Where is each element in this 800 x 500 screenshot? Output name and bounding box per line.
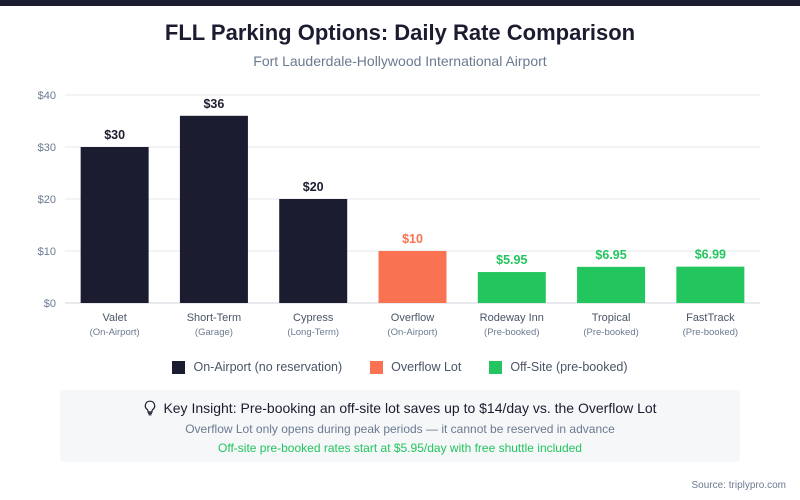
insight-title-row: Key Insight: Pre-booking an off-site lot…	[60, 400, 740, 416]
y-tick-label: $20	[38, 194, 56, 206]
data-label: $20	[303, 180, 324, 194]
bar	[279, 199, 348, 303]
x-tick-label: Rodeway Inn	[480, 312, 544, 324]
x-tick-label: Valet	[103, 312, 127, 324]
bar	[577, 266, 646, 303]
legend-item-on-airport: On-Airport (no reservation)	[172, 360, 342, 374]
data-label: $36	[203, 97, 224, 111]
y-tick-label: $30	[38, 142, 56, 154]
data-label: $10	[402, 232, 423, 246]
x-tick-sublabel: (Pre-booked)	[683, 327, 738, 338]
x-tick-sublabel: (On-Airport)	[90, 327, 140, 338]
insight-box: Key Insight: Pre-booking an off-site lot…	[60, 390, 740, 462]
bar	[80, 147, 149, 303]
x-tick-label: Overflow	[391, 312, 434, 324]
legend-item-off-site: Off-Site (pre-booked)	[489, 360, 628, 374]
insight-overflow-note: Overflow Lot only opens during peak peri…	[185, 422, 615, 436]
legend: On-Airport (no reservation) Overflow Lot…	[0, 360, 800, 374]
y-tick-label: $10	[38, 246, 56, 258]
data-label: $6.95	[595, 248, 626, 262]
legend-label-on-airport: On-Airport (no reservation)	[193, 360, 343, 374]
x-tick-label: Tropical	[592, 312, 631, 324]
bar-chart: $0 $10 $20 $30 $40 $30 Valet (On-Airport) $36 Sho…	[38, 90, 760, 338]
x-tick-label: Short-Term	[187, 312, 241, 324]
bar	[179, 115, 248, 303]
data-label: $30	[104, 128, 125, 142]
data-label: $5.95	[496, 253, 527, 267]
legend-swatch-on-airport	[172, 360, 186, 374]
x-tick-sublabel: (Long-Term)	[287, 327, 339, 338]
bar	[477, 272, 546, 303]
bar	[378, 251, 447, 303]
legend-item-overflow: Overflow Lot	[370, 360, 461, 374]
source-credit: Source: triplypro.com	[691, 480, 786, 491]
x-tick-sublabel: (Pre-booked)	[484, 327, 539, 338]
legend-label-overflow: Overflow Lot	[391, 360, 462, 374]
x-tick-sublabel: (On-Airport)	[387, 327, 437, 338]
x-tick-label: FastTrack	[686, 312, 735, 324]
legend-label-off-site: Off-Site (pre-booked)	[510, 360, 628, 374]
bar	[676, 266, 745, 303]
chart-title: FLL Parking Options: Daily Rate Comparis…	[164, 20, 636, 45]
insight-title: Key Insight: Pre-booking an off-site lot…	[163, 400, 657, 416]
x-tick-sublabel: (Garage)	[195, 327, 233, 338]
y-tick-label: $40	[38, 90, 56, 102]
y-tick-label: $0	[44, 298, 56, 310]
lightbulb-icon	[143, 400, 157, 416]
legend-swatch-overflow	[370, 360, 384, 374]
x-tick-label: Cypress	[293, 312, 334, 324]
top-accent-bar	[0, 0, 800, 6]
insight-off-site-note: Off-site pre-booked rates start at $5.95…	[218, 441, 582, 455]
chart-subtitle: Fort Lauderdale-Hollywood International …	[253, 53, 547, 69]
legend-swatch-off-site	[489, 360, 503, 374]
data-label: $6.99	[695, 248, 726, 262]
x-tick-sublabel: (Pre-booked)	[583, 327, 638, 338]
